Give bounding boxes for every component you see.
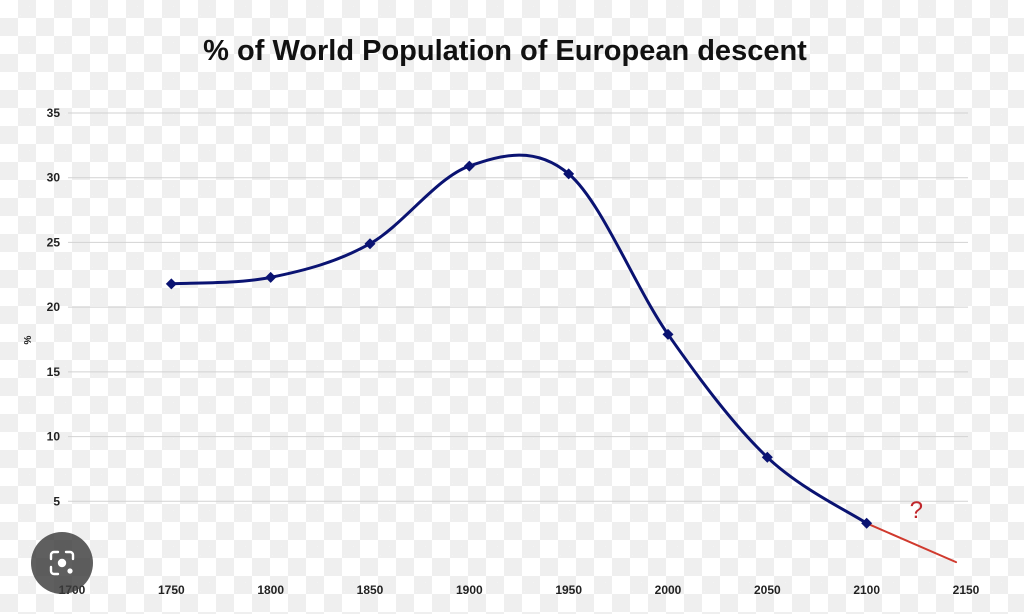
x-tick-label: 1950 [555, 583, 582, 597]
data-series [169, 153, 958, 564]
lens-search-icon [49, 550, 75, 576]
lens-search-button[interactable] [31, 532, 93, 594]
y-tick-label: 35 [47, 106, 61, 120]
x-tick-label: 1750 [158, 583, 185, 597]
y-tick-labels: 5 10 15 20 25 30 35 [47, 106, 61, 508]
data-point [861, 517, 873, 529]
annotation-label: ? [910, 497, 923, 524]
data-point [364, 238, 376, 250]
y-tick-label: 25 [47, 235, 61, 249]
x-tick-label: 2000 [655, 583, 682, 597]
data-point [265, 271, 277, 283]
x-tick-labels: 1700175018001850190019502000205021002150 [59, 583, 980, 597]
data-point [463, 160, 475, 172]
y-tick-label: 15 [47, 365, 61, 379]
y-axis-label: % [23, 335, 34, 344]
data-point [662, 328, 674, 340]
x-tick-label: 1800 [257, 583, 284, 597]
data-point [563, 168, 575, 180]
y-tick-label: 30 [47, 171, 61, 185]
series-line [169, 153, 869, 525]
y-tick-label: 10 [47, 430, 61, 444]
x-tick-label: 1850 [357, 583, 384, 597]
gridlines [68, 112, 968, 502]
x-tick-label: 2150 [953, 583, 980, 597]
projection-line [865, 522, 958, 564]
data-points [165, 160, 873, 529]
x-tick-label: 2100 [853, 583, 880, 597]
chart-title: % of World Population of European descen… [203, 35, 807, 67]
data-point [165, 278, 177, 290]
data-point [761, 451, 773, 463]
y-tick-label: 5 [53, 494, 60, 508]
y-tick-label: 20 [47, 300, 61, 314]
annotations: ? [910, 497, 923, 524]
x-tick-label: 2050 [754, 583, 781, 597]
x-tick-label: 1900 [456, 583, 483, 597]
